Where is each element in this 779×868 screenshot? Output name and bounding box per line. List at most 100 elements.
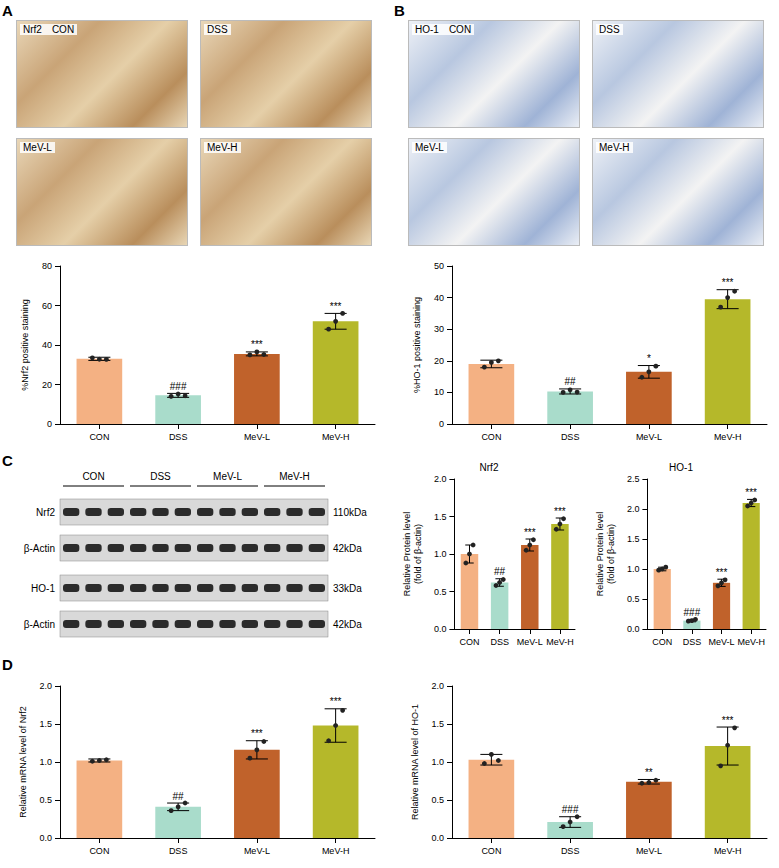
svg-text:MeV-L: MeV-L [636, 846, 662, 856]
svg-text:β-Actin: β-Actin [24, 619, 55, 630]
svg-text:DSS: DSS [490, 637, 509, 647]
svg-text:40: 40 [42, 340, 52, 350]
svg-text:0.0: 0.0 [39, 833, 52, 843]
svg-text:1.0: 1.0 [431, 757, 444, 767]
svg-text:CON: CON [459, 637, 479, 647]
svg-text:MeV-L: MeV-L [709, 637, 735, 647]
svg-text:1.5: 1.5 [627, 534, 640, 544]
svg-text:0.0: 0.0 [431, 833, 444, 843]
svg-text:DSS: DSS [150, 471, 171, 482]
svg-text:##: ## [494, 566, 506, 577]
svg-text:1.0: 1.0 [434, 549, 447, 559]
svg-text:CON: CON [82, 471, 104, 482]
svg-text:DSS: DSS [561, 432, 580, 442]
svg-text:**: ** [645, 767, 653, 778]
svg-text:CON: CON [89, 432, 109, 442]
svg-text:MeV-L: MeV-L [213, 471, 242, 482]
svg-text:***: *** [251, 728, 263, 739]
svg-text:MeV-H: MeV-H [737, 637, 765, 647]
svg-text:0: 0 [439, 419, 444, 429]
svg-text:***: *** [330, 301, 342, 312]
svg-text:0.5: 0.5 [431, 795, 444, 805]
svg-text:Relative Protein level: Relative Protein level [595, 512, 605, 597]
svg-text:MeV-L: MeV-L [244, 846, 270, 856]
svg-text:33kDa: 33kDa [333, 583, 362, 594]
svg-text:80: 80 [42, 261, 52, 271]
svg-text:*: * [647, 353, 651, 364]
svg-text:MeV-H: MeV-H [322, 846, 350, 856]
html-text:A: A [2, 2, 13, 19]
svg-text:20: 20 [42, 380, 52, 390]
svg-text:Relative mRNA level of HO-1: Relative mRNA level of HO-1 [410, 704, 420, 820]
svg-text:MeV-H: MeV-H [322, 432, 350, 442]
svg-text:CON: CON [481, 846, 501, 856]
svg-text:%HO-1 positive staining: %HO-1 positive staining [412, 297, 422, 393]
svg-text:110kDa: 110kDa [333, 507, 367, 518]
svg-text:(fold of β-actin): (fold of β-actin) [606, 524, 616, 584]
svg-text:0.5: 0.5 [627, 594, 640, 604]
svg-text:2.0: 2.0 [434, 474, 447, 484]
svg-text:Nrf2: Nrf2 [480, 462, 499, 473]
svg-text:DSS: DSS [169, 846, 188, 856]
svg-text:40: 40 [434, 293, 444, 303]
svg-text:##: ## [565, 376, 577, 387]
svg-text:0.0: 0.0 [627, 624, 640, 634]
svg-text:1.5: 1.5 [39, 719, 52, 729]
html-text:DSS: DSS [207, 24, 228, 35]
html-text:MeV-L: MeV-L [23, 142, 52, 153]
svg-text:***: *** [251, 339, 263, 350]
svg-text:DSS: DSS [683, 637, 702, 647]
svg-text:30: 30 [434, 324, 444, 334]
svg-text:2.0: 2.0 [39, 681, 52, 691]
svg-text:DSS: DSS [561, 846, 580, 856]
svg-text:0: 0 [47, 419, 52, 429]
svg-text:***: *** [745, 487, 757, 498]
svg-text:50: 50 [434, 261, 444, 271]
svg-text:10: 10 [434, 387, 444, 397]
svg-text:CON: CON [481, 432, 501, 442]
svg-text:Relative mRNA level of Nrf2: Relative mRNA level of Nrf2 [18, 706, 28, 818]
svg-text:##: ## [173, 791, 185, 802]
svg-text:60: 60 [42, 301, 52, 311]
svg-text:2.0: 2.0 [431, 681, 444, 691]
svg-text:1.5: 1.5 [431, 719, 444, 729]
svg-text:42kDa: 42kDa [333, 543, 362, 554]
svg-text:###: ### [684, 607, 701, 618]
svg-text:***: *** [716, 567, 728, 578]
svg-text:HO-1: HO-1 [669, 462, 693, 473]
html-text:Nrf2 CON: Nrf2 CON [23, 24, 75, 35]
svg-text:1.0: 1.0 [39, 757, 52, 767]
svg-text:###: ### [562, 804, 579, 815]
svg-text:***: *** [554, 506, 566, 517]
svg-text:CON: CON [89, 846, 109, 856]
svg-text:***: *** [722, 715, 734, 726]
svg-text:MeV-H: MeV-H [279, 471, 310, 482]
svg-text:DSS: DSS [169, 432, 188, 442]
svg-text:***: *** [524, 527, 536, 538]
svg-text:***: *** [722, 277, 734, 288]
svg-text:MeV-L: MeV-L [636, 432, 662, 442]
svg-text:MeV-H: MeV-H [546, 637, 574, 647]
svg-text:0.5: 0.5 [39, 795, 52, 805]
svg-text:2.5: 2.5 [627, 474, 640, 484]
svg-text:Nrf2: Nrf2 [36, 507, 55, 518]
svg-text:20: 20 [434, 356, 444, 366]
svg-text:%Nrf2 positive staining: %Nrf2 positive staining [20, 299, 30, 391]
svg-text:MeV-H: MeV-H [714, 432, 742, 442]
svg-text:Relative Protein level: Relative Protein level [402, 512, 412, 597]
svg-text:β-Actin: β-Actin [24, 543, 55, 554]
svg-text:***: *** [330, 696, 342, 707]
svg-text:1.5: 1.5 [434, 512, 447, 522]
svg-text:42kDa: 42kDa [333, 619, 362, 630]
svg-text:2.0: 2.0 [627, 504, 640, 514]
svg-text:MeV-L: MeV-L [517, 637, 543, 647]
svg-text:0.0: 0.0 [434, 624, 447, 634]
svg-text:CON: CON [652, 637, 672, 647]
svg-text:(fold of β-actin): (fold of β-actin) [413, 524, 423, 584]
svg-text:1.0: 1.0 [627, 564, 640, 574]
svg-text:MeV-H: MeV-H [714, 846, 742, 856]
svg-text:MeV-L: MeV-L [244, 432, 270, 442]
svg-text:0.5: 0.5 [434, 587, 447, 597]
svg-text:###: ### [170, 381, 187, 392]
svg-text:HO-1: HO-1 [31, 583, 55, 594]
